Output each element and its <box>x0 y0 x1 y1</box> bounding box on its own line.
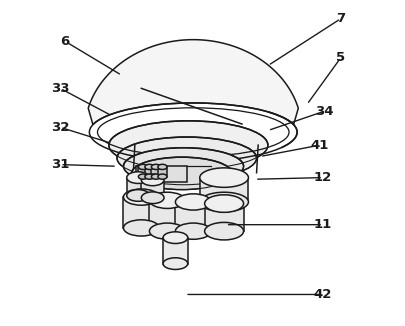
Ellipse shape <box>126 190 149 201</box>
Polygon shape <box>199 178 248 202</box>
Text: 12: 12 <box>313 171 331 184</box>
Ellipse shape <box>199 192 248 212</box>
Polygon shape <box>158 167 166 177</box>
Ellipse shape <box>204 195 243 212</box>
Ellipse shape <box>158 174 166 179</box>
Polygon shape <box>138 167 147 177</box>
Ellipse shape <box>149 192 185 208</box>
Ellipse shape <box>126 172 149 184</box>
Polygon shape <box>151 167 160 177</box>
Polygon shape <box>141 180 164 198</box>
PathPatch shape <box>88 40 298 125</box>
Polygon shape <box>163 238 187 264</box>
Ellipse shape <box>123 148 243 185</box>
Ellipse shape <box>158 164 166 170</box>
Ellipse shape <box>138 174 147 179</box>
Ellipse shape <box>131 157 232 190</box>
Text: 33: 33 <box>51 82 69 95</box>
Text: 11: 11 <box>313 218 331 231</box>
Polygon shape <box>126 178 149 196</box>
Ellipse shape <box>204 222 243 240</box>
Ellipse shape <box>163 232 187 244</box>
Text: 34: 34 <box>315 105 333 118</box>
Polygon shape <box>149 200 185 231</box>
Ellipse shape <box>123 220 159 236</box>
Ellipse shape <box>175 194 211 210</box>
Text: 42: 42 <box>313 288 331 301</box>
Ellipse shape <box>141 174 164 186</box>
Text: 5: 5 <box>336 51 345 64</box>
Polygon shape <box>204 203 243 231</box>
Text: 41: 41 <box>310 139 328 152</box>
Ellipse shape <box>123 189 159 205</box>
Polygon shape <box>145 167 153 177</box>
Ellipse shape <box>141 192 164 203</box>
Text: 6: 6 <box>60 35 70 48</box>
Polygon shape <box>136 166 186 183</box>
Polygon shape <box>175 202 211 231</box>
Text: 7: 7 <box>336 12 345 25</box>
Ellipse shape <box>151 164 160 170</box>
Ellipse shape <box>163 258 187 270</box>
Ellipse shape <box>149 223 185 239</box>
Ellipse shape <box>199 168 248 187</box>
Ellipse shape <box>138 164 147 170</box>
Ellipse shape <box>175 223 211 239</box>
Ellipse shape <box>145 174 153 179</box>
Ellipse shape <box>109 121 267 170</box>
Ellipse shape <box>145 164 153 170</box>
Ellipse shape <box>151 174 160 179</box>
Text: 31: 31 <box>51 158 69 171</box>
Polygon shape <box>123 197 159 228</box>
Text: 32: 32 <box>51 121 69 134</box>
Ellipse shape <box>117 137 256 179</box>
